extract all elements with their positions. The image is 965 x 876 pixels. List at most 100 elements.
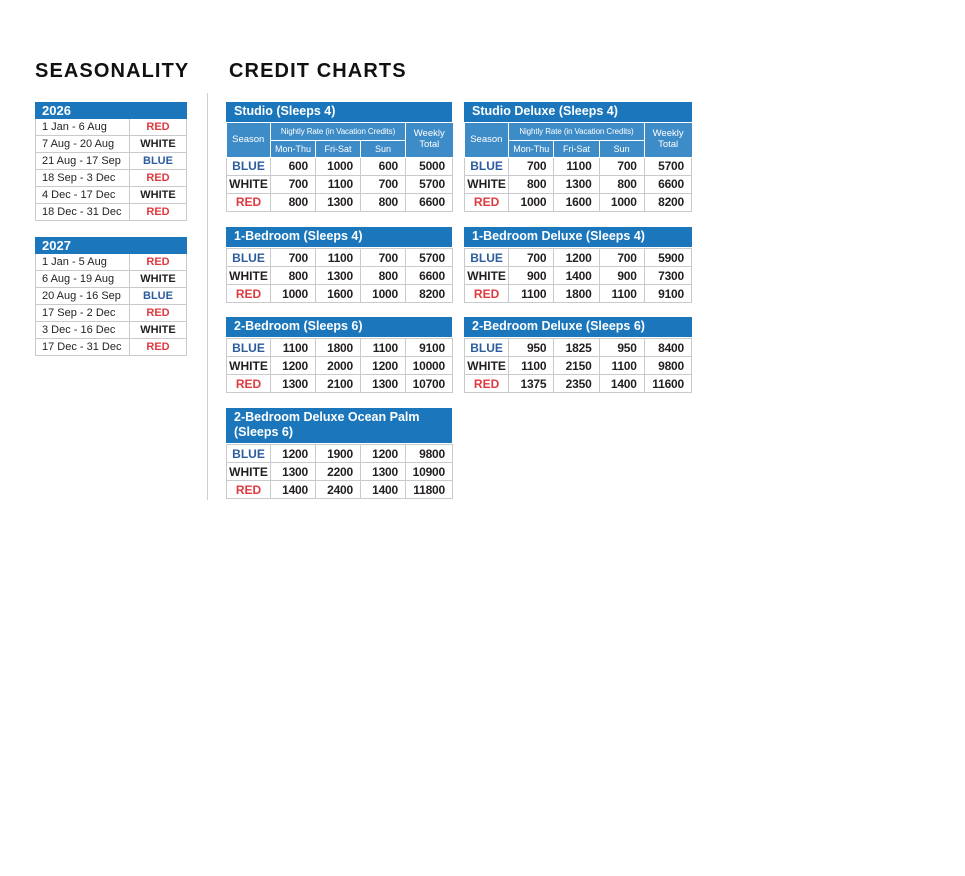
season-row: 20 Aug - 16 Sep BLUE [35,288,187,305]
date-range-cell: 17 Sep - 2 Dec [42,307,116,319]
rate-row: WHITE 800 1300 800 6600 [463,174,693,194]
rate-cell: 1200 [360,444,406,463]
season-cell: RED [463,284,510,303]
season-row: 21 Aug - 17 Sep BLUE [35,153,187,170]
rate-cell: 900 [508,266,555,285]
season-column-header: Season [226,123,271,158]
weekly-total-cell: 5700 [405,248,453,267]
rate-cell: 1800 [315,338,361,357]
rate-row: RED 800 1300 800 6600 [226,192,454,212]
rate-cell: 700 [359,174,407,194]
date-range-cell: 1 Jan - 5 Aug [42,256,107,268]
weekly-total-cell: 9100 [405,338,453,357]
date-range-cell: 7 Aug - 20 Aug [42,138,115,150]
weekly-total-header: Weekly Total [643,123,692,158]
season-cell: RED [226,284,271,303]
day-column-header: Fri-Sat [553,139,600,158]
rate-cell: 1100 [270,338,316,357]
weekly-total-cell: 5700 [643,156,693,176]
season-cell: WHITE [226,356,271,375]
rate-cell: 600 [359,156,407,176]
weekly-total-cell: 5900 [643,248,693,267]
weekly-total-cell: 9800 [643,356,693,375]
rate-row: WHITE 1100 2150 1100 9800 [463,356,693,375]
credit-table-grid: BLUE 700 1200 700 5900 WHITE 900 1400 900 7300 RED… [463,248,693,303]
rate-cell: 1200 [270,356,316,375]
date-range-cell: 1 Jan - 6 Aug [42,121,107,133]
rate-cell: 800 [270,192,316,212]
credit-table-title: 2-Bedroom (Sleeps 6) [226,317,452,337]
season-cell: BLUE [463,338,510,357]
season-value-cell: RED [129,204,186,220]
season-row: 17 Dec - 31 Dec RED [35,339,187,356]
season-cell: WHITE [463,266,510,285]
rate-cell: 1100 [598,284,645,303]
rate-cell: 700 [508,248,555,267]
season-cell: WHITE [226,462,271,481]
rate-cell: 1000 [315,156,361,176]
credit-table-grid: BLUE 1200 1900 1200 9800 WHITE 1300 2200 1300 109… [226,444,453,499]
season-cell: RED [226,374,271,393]
weekly-total-cell: 10000 [405,356,453,375]
rate-cell: 1100 [315,248,361,267]
season-value-cell: WHITE [129,322,186,338]
rate-cell: 600 [270,156,316,176]
rate-cell: 1375 [508,374,555,393]
rate-cell: 1600 [315,284,361,303]
rate-row: WHITE 700 1100 700 5700 [226,174,454,194]
rate-cell: 1300 [270,462,316,481]
credit-table-title: 2-Bedroom Deluxe Ocean Palm (Sleeps 6) [226,408,452,443]
rate-cell: 950 [598,338,645,357]
rate-row: RED 1100 1800 1100 9100 [463,284,693,303]
rate-cell: 1100 [508,356,555,375]
credit-table-one-bedroom: 1-Bedroom (Sleeps 4) BLUE 700 1100 700 5700 WH… [226,227,453,303]
rate-row: WHITE 900 1400 900 7300 [463,266,693,285]
date-range-cell: 3 Dec - 16 Dec [42,324,116,336]
rate-row: BLUE 700 1100 700 5700 [463,156,693,176]
season-cell: BLUE [226,248,271,267]
vertical-divider [207,93,208,500]
weekly-total-cell: 11800 [405,480,453,499]
rate-cell: 2400 [315,480,361,499]
credit-table-title: Studio (Sleeps 4) [226,102,452,122]
weekly-total-cell: 8200 [405,284,453,303]
season-row: 1 Jan - 5 Aug RED [35,254,187,271]
rate-cell: 800 [360,266,406,285]
season-value-cell: BLUE [129,288,186,304]
season-value-cell: RED [129,305,186,321]
credit-table-two-bedroom-deluxe: 2-Bedroom Deluxe (Sleeps 6) BLUE 950 1825 95… [463,317,693,393]
season-row: 18 Dec - 31 Dec RED [35,204,187,221]
season-cell: WHITE [226,174,271,194]
rate-cell: 700 [598,248,645,267]
rate-cell: 1000 [598,192,645,212]
rate-cell: 1100 [315,174,361,194]
weekly-total-cell: 9800 [405,444,453,463]
date-range-cell: 21 Aug - 17 Sep [42,155,121,167]
credit-table-title: 1-Bedroom (Sleeps 4) [226,227,452,247]
rate-cell: 1300 [360,462,406,481]
date-range-cell: 18 Sep - 3 Dec [42,172,116,184]
season-value-cell: RED [129,339,186,355]
season-row: 18 Sep - 3 Dec RED [35,170,187,187]
rate-cell: 2000 [315,356,361,375]
rate-cell: 700 [598,156,645,176]
weekly-total-cell: 7300 [643,266,693,285]
season-value-cell: WHITE [129,271,186,287]
season-value-cell: WHITE [129,187,186,203]
season-row: 3 Dec - 16 Dec WHITE [35,322,187,339]
rate-cell: 800 [508,174,555,194]
season-cell: BLUE [463,156,510,176]
rate-row: RED 1400 2400 1400 11800 [226,480,453,499]
weekly-total-cell: 6600 [405,266,453,285]
season-cell: BLUE [226,444,271,463]
date-range-cell: 6 Aug - 19 Aug [42,273,115,285]
credit-table-grid: Season Nightly Rate (in Vacation Credits)… [463,123,693,212]
rate-row: BLUE 1100 1800 1100 9100 [226,338,453,357]
rate-row: RED 1000 1600 1000 8200 [463,192,693,212]
rate-cell: 1000 [508,192,555,212]
credit-table-title: 1-Bedroom Deluxe (Sleeps 4) [464,227,692,247]
credit-table-title: Studio Deluxe (Sleeps 4) [464,102,692,122]
rate-cell: 1200 [360,356,406,375]
rate-row: BLUE 700 1100 700 5700 [226,248,453,267]
